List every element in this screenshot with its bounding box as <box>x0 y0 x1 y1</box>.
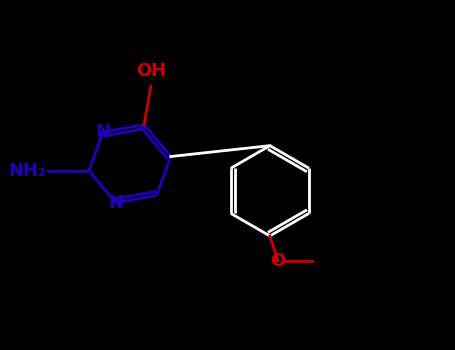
Text: N: N <box>96 123 111 141</box>
Text: O: O <box>270 252 286 270</box>
Text: NH₂: NH₂ <box>8 162 46 180</box>
Text: OH: OH <box>136 62 166 80</box>
Text: N: N <box>108 194 123 212</box>
